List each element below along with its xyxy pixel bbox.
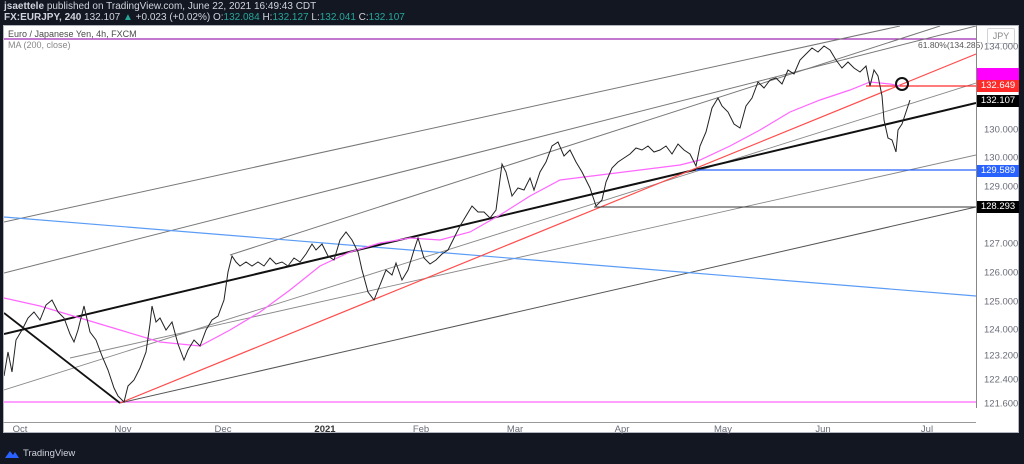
- y-tick: 123.200: [984, 350, 1019, 362]
- close-label: C:: [358, 12, 369, 23]
- time-axis[interactable]: [3, 422, 976, 434]
- x-tick: May: [714, 424, 732, 435]
- x-tick: Feb: [412, 424, 430, 435]
- black-price-tag: 128.293: [977, 201, 1019, 213]
- last-price-tag: 132.107: [977, 95, 1019, 107]
- red-trendline[interactable]: [119, 53, 976, 404]
- blue-trendline[interactable]: [4, 216, 976, 297]
- up-arrow-icon: ▲: [122, 12, 133, 23]
- chart-area[interactable]: [3, 25, 1019, 433]
- currency-button[interactable]: JPY: [987, 28, 1015, 44]
- x-tick: 2021: [314, 424, 336, 435]
- price-axis[interactable]: [976, 25, 1020, 408]
- price-series[interactable]: [4, 45, 911, 403]
- blue-price-tag: 129.589: [977, 165, 1019, 177]
- ma-legend[interactable]: MA (200, close): [8, 40, 71, 50]
- high-value: 132.127: [272, 12, 309, 23]
- y-tick: 129.000: [984, 181, 1019, 193]
- y-tick: 122.400: [984, 374, 1019, 386]
- channel-line-2[interactable]: [4, 26, 976, 274]
- header: jsaettele published on TradingView.com, …: [0, 0, 1024, 24]
- high-label: H:: [262, 12, 273, 23]
- y-tick: 134.000: [984, 41, 1019, 53]
- low-value: 132.041: [319, 12, 356, 23]
- y-tick: 121.600: [984, 398, 1019, 410]
- y-tick: 130.000: [984, 152, 1019, 164]
- x-tick: Dec: [214, 424, 232, 435]
- x-tick: Jun: [815, 424, 831, 435]
- x-tick: Jul: [920, 424, 934, 435]
- channel-line-6[interactable]: [119, 206, 976, 404]
- y-tick: 124.000: [984, 324, 1019, 336]
- change: +0.023 (+0.02%): [135, 12, 211, 23]
- x-tick: Apr: [614, 424, 630, 435]
- x-tick: Nov: [114, 424, 132, 435]
- ma-price-tag: 132.9: [977, 68, 1019, 80]
- red-price-tag: 132.649: [977, 80, 1019, 92]
- y-tick: 125.000: [984, 296, 1019, 308]
- y-tick: 130.000: [984, 124, 1019, 136]
- open-value: 132.084: [223, 12, 260, 23]
- open-label: O:: [212, 12, 224, 23]
- low-label: L:: [311, 12, 320, 23]
- channel-line-4[interactable]: [4, 82, 976, 391]
- close-value: 132.107: [368, 12, 405, 23]
- ma-200-line[interactable]: [4, 81, 901, 347]
- y-tick: 126.000: [984, 267, 1019, 279]
- last-price: 132.107: [84, 12, 121, 23]
- published-text: published on TradingView.com, June 22, 2…: [46, 1, 317, 12]
- publish-line: jsaettele published on TradingView.com, …: [4, 1, 316, 12]
- target-circle[interactable]: [895, 77, 909, 91]
- channel-line-5[interactable]: [69, 154, 976, 359]
- brand-name: TradingView: [23, 448, 76, 459]
- fib-label: 61.80%(134.285): [918, 40, 984, 50]
- y-tick: 127.000: [984, 238, 1019, 250]
- symbol: FX:EURJPY, 240: [4, 12, 82, 23]
- chart-legend-title[interactable]: Euro / Japanese Yen, 4h, FXCM: [8, 29, 137, 39]
- symbol-line: FX:EURJPY, 240 132.107 ▲ +0.023 (+0.02%)…: [4, 12, 405, 23]
- cloud-logo-icon: [5, 450, 19, 458]
- channel-line-1[interactable]: [4, 26, 901, 223]
- x-tick: Mar: [506, 424, 524, 435]
- tradingview-logo[interactable]: TradingView: [4, 448, 75, 459]
- channel-line-3[interactable]: [229, 26, 941, 256]
- author[interactable]: jsaettele: [4, 1, 45, 12]
- x-tick: Oct: [12, 424, 28, 435]
